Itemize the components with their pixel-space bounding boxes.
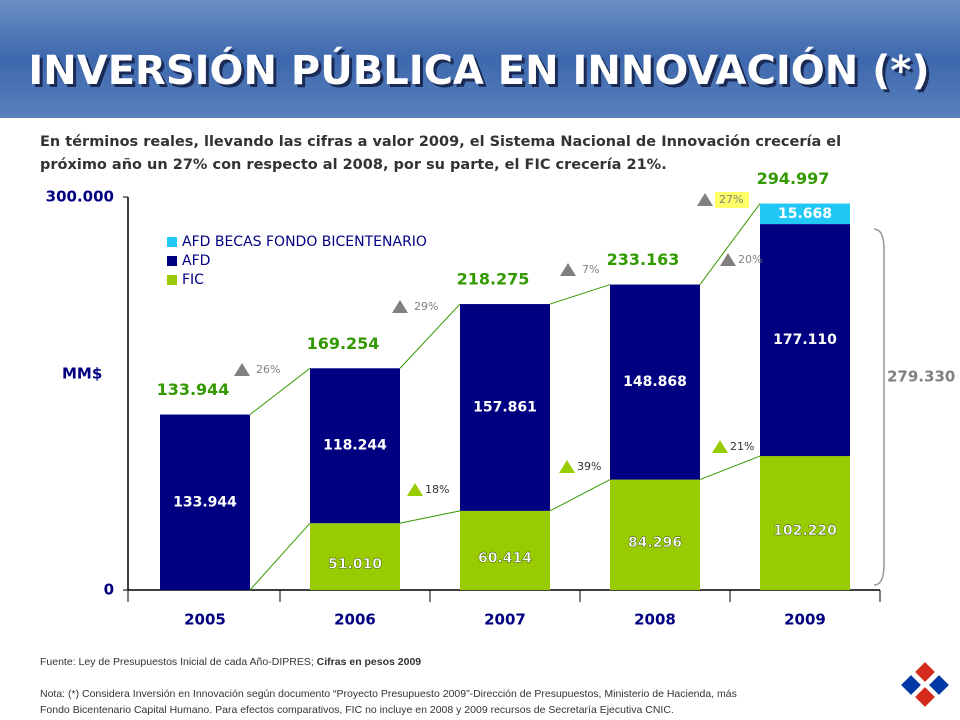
fic-trend (699, 455, 761, 481)
legend-swatch (167, 275, 177, 285)
bar-label: 51.010 (328, 557, 382, 573)
x-tick-label: 2007 (484, 611, 526, 629)
legend-swatch (167, 256, 177, 266)
bar-label: 60.414 (478, 550, 532, 566)
bar-label: 118.244 (323, 438, 387, 454)
bar (760, 224, 850, 457)
legend-swatch (167, 237, 177, 247)
growth-label: 7% (582, 263, 599, 276)
bracket-label: 279.330 (887, 368, 955, 386)
bar (160, 414, 250, 590)
growth-arrow (720, 253, 736, 266)
bar-label: 157.861 (473, 399, 537, 415)
fic-trend (399, 510, 461, 524)
bar-label: 84.296 (628, 535, 682, 551)
total-label: 218.275 (457, 270, 530, 289)
header-band (0, 0, 960, 118)
growth-arrow (712, 440, 728, 453)
growth-arrow (392, 300, 408, 313)
total-label: 294.997 (757, 169, 830, 188)
fic-trend (249, 522, 311, 591)
bar-label: 102.220 (773, 523, 837, 539)
x-tick-label: 2009 (784, 611, 826, 629)
growth-label: 26% (256, 363, 280, 376)
growth-arrow (560, 263, 576, 276)
bracket (873, 228, 885, 586)
highlight (715, 192, 749, 208)
bar-label: 15.668 (778, 206, 832, 222)
logo (901, 662, 949, 707)
x-tick-label: 2008 (634, 611, 676, 629)
subtitle-line: En términos reales, llevando las cifras … (40, 134, 841, 150)
source-bold: Cifras en pesos 2009 (317, 656, 422, 668)
bar (760, 203, 850, 225)
legend-label: FIC (182, 272, 204, 288)
bar (610, 284, 700, 480)
total-label: 233.163 (607, 250, 680, 269)
total-label: 169.254 (307, 334, 380, 353)
bar (460, 304, 550, 511)
legend-label: AFD (182, 253, 210, 269)
bar (310, 368, 400, 524)
note-line: Fondo Bicentenario Capital Humano. Para … (40, 704, 674, 716)
growth-label: 29% (414, 300, 438, 313)
growth-label: 39% (577, 460, 601, 473)
bar-label: 177.110 (773, 332, 837, 348)
growth-label: 20% (738, 253, 762, 266)
x-tick-label: 2006 (334, 611, 376, 629)
x-tick-label: 2005 (184, 611, 226, 629)
bar (310, 523, 400, 590)
note-line: Nota: (*) Considera Inversión en Innovac… (40, 688, 737, 700)
title-shadow: INVERSIÓN PÚBLICA EN INNOVACIÓN (*) (31, 49, 932, 97)
bar (760, 456, 850, 590)
chart-title: INVERSIÓN PÚBLICA EN INNOVACIÓN (*) (28, 46, 929, 94)
bar-label: 148.868 (623, 374, 687, 390)
growth-arrow (697, 193, 713, 206)
total-label: 133.944 (157, 380, 230, 399)
total-trend (399, 303, 461, 369)
source: Fuente: Ley de Presupuestos Inicial de c… (40, 656, 421, 668)
growth-arrow (407, 483, 423, 496)
bar (610, 479, 700, 590)
growth-arrow (234, 363, 250, 376)
total-trend (249, 367, 311, 415)
y-tick-label: 0 (104, 581, 114, 599)
source-text: Fuente: Ley de Presupuestos Inicial de c… (40, 656, 317, 668)
growth-arrow (559, 460, 575, 473)
total-trend (549, 284, 611, 305)
growth-label: 27% (719, 193, 743, 206)
growth-label: 21% (730, 440, 754, 453)
total-trend (699, 203, 761, 285)
y-axis-label: MM$ (62, 365, 102, 383)
y-tick-label: 300.000 (46, 188, 114, 206)
bar (460, 510, 550, 590)
growth-label: 18% (425, 483, 449, 496)
fic-trend (549, 479, 611, 512)
legend-label: AFD BECAS FONDO BICENTENARIO (182, 234, 427, 250)
bar-label: 133.944 (173, 494, 237, 510)
subtitle-line: próximo año un 27% con respecto al 2008,… (40, 157, 667, 173)
